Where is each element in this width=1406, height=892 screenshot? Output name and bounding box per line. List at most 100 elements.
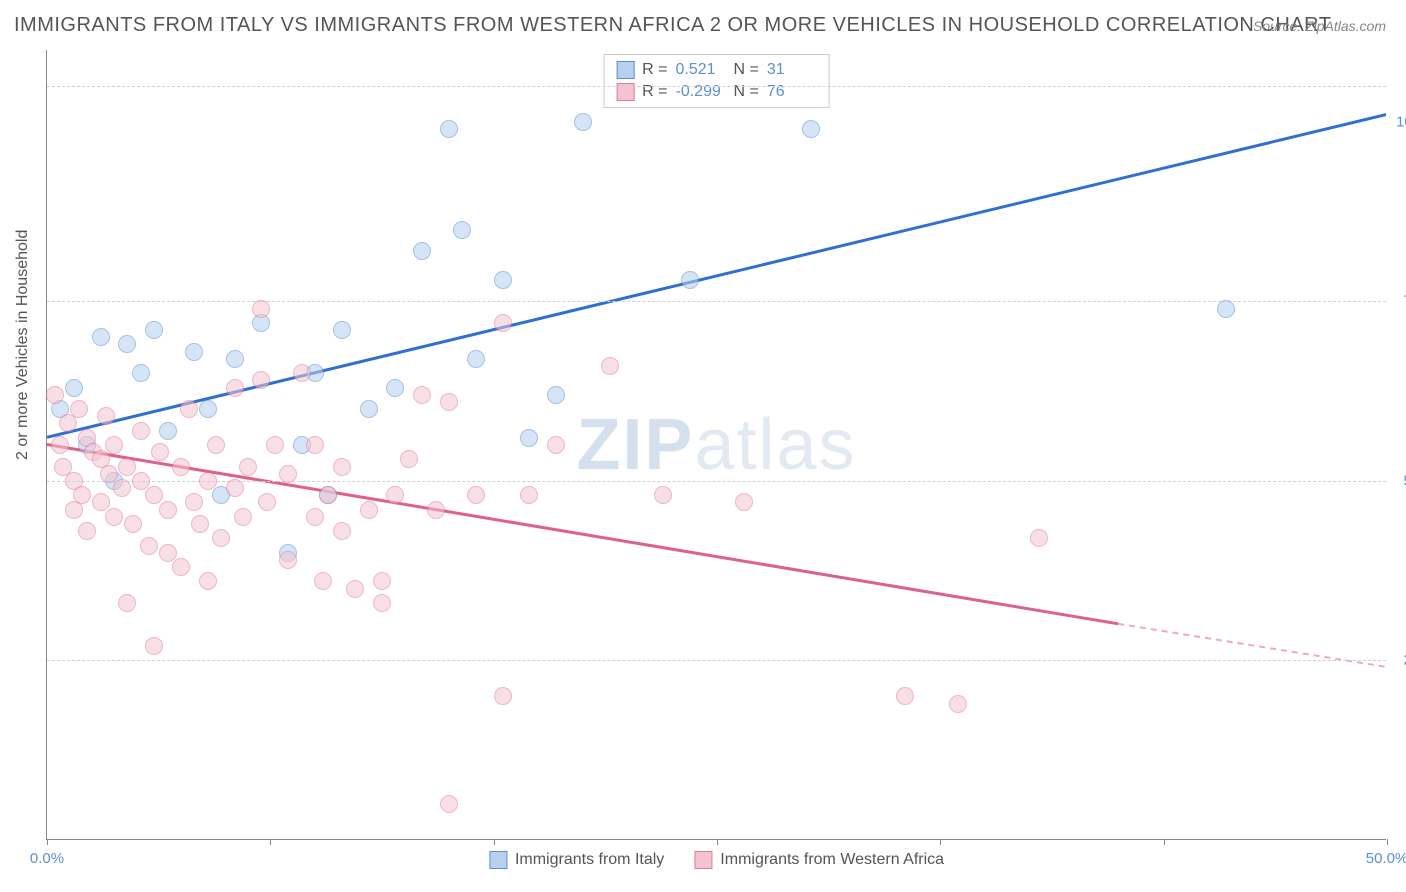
data-point — [234, 508, 252, 526]
x-tick-label: 0.0% — [30, 850, 64, 867]
data-point — [207, 436, 225, 454]
data-point — [191, 515, 209, 533]
watermark: ZIPatlas — [576, 404, 856, 486]
stats-legend-box: R =0.521N =31R =-0.299N =76 — [603, 54, 830, 108]
data-point — [124, 515, 142, 533]
source-label: Source: ZipAtlas.com — [1253, 18, 1386, 34]
data-point — [467, 486, 485, 504]
x-tick — [940, 839, 941, 845]
data-point — [735, 493, 753, 511]
data-point — [92, 493, 110, 511]
data-point — [180, 400, 198, 418]
data-point — [279, 465, 297, 483]
data-point — [172, 558, 190, 576]
data-point — [145, 486, 163, 504]
gridline — [47, 86, 1386, 87]
data-point — [132, 422, 150, 440]
data-point — [140, 537, 158, 555]
data-point — [100, 465, 118, 483]
data-point — [118, 594, 136, 612]
data-point — [252, 300, 270, 318]
n-label: N = — [734, 61, 759, 79]
data-point — [319, 486, 337, 504]
data-point — [494, 687, 512, 705]
legend-swatch — [489, 851, 507, 869]
legend-swatch — [694, 851, 712, 869]
stats-row: R =-0.299N =76 — [616, 81, 817, 103]
y-tick-label: 25.0% — [1396, 652, 1406, 669]
data-point — [151, 443, 169, 461]
data-point — [306, 508, 324, 526]
data-point — [574, 113, 592, 131]
data-point — [373, 594, 391, 612]
data-point — [494, 314, 512, 332]
data-point — [226, 379, 244, 397]
data-point — [159, 422, 177, 440]
x-tick — [1164, 839, 1165, 845]
data-point — [185, 343, 203, 361]
data-point — [896, 687, 914, 705]
x-tick — [1387, 839, 1388, 845]
data-point — [132, 364, 150, 382]
data-point — [279, 551, 297, 569]
data-point — [386, 486, 404, 504]
data-point — [266, 436, 284, 454]
x-tick — [47, 839, 48, 845]
data-point — [520, 486, 538, 504]
data-point — [494, 271, 512, 289]
chart-title: IMMIGRANTS FROM ITALY VS IMMIGRANTS FROM… — [14, 14, 1331, 37]
data-point — [520, 429, 538, 447]
data-point — [386, 379, 404, 397]
data-point — [413, 242, 431, 260]
data-point — [185, 493, 203, 511]
data-point — [333, 458, 351, 476]
data-point — [333, 522, 351, 540]
x-tick — [494, 839, 495, 845]
data-point — [199, 472, 217, 490]
data-point — [252, 371, 270, 389]
gridline — [47, 660, 1386, 661]
data-point — [145, 321, 163, 339]
data-point — [467, 350, 485, 368]
stats-row: R =0.521N =31 — [616, 59, 817, 81]
data-point — [46, 386, 64, 404]
data-point — [159, 544, 177, 562]
r-label: R = — [642, 61, 667, 79]
data-point — [400, 450, 418, 468]
data-point — [293, 364, 311, 382]
data-point — [949, 695, 967, 713]
data-point — [113, 479, 131, 497]
plot-area: ZIPatlas R =0.521N =31R =-0.299N =76 Imm… — [46, 50, 1386, 840]
data-point — [601, 357, 619, 375]
y-tick-label: 75.0% — [1396, 293, 1406, 310]
gridline — [47, 481, 1386, 482]
data-point — [440, 120, 458, 138]
data-point — [314, 572, 332, 590]
data-point — [547, 436, 565, 454]
data-point — [453, 221, 471, 239]
data-point — [413, 386, 431, 404]
y-tick-label: 100.0% — [1396, 113, 1406, 130]
data-point — [440, 393, 458, 411]
data-point — [132, 472, 150, 490]
data-point — [118, 458, 136, 476]
legend-label: Immigrants from Western Africa — [720, 851, 944, 869]
data-point — [681, 271, 699, 289]
data-point — [145, 637, 163, 655]
data-point — [51, 436, 69, 454]
y-tick-label: 50.0% — [1396, 472, 1406, 489]
data-point — [212, 529, 230, 547]
data-point — [440, 795, 458, 813]
data-point — [360, 400, 378, 418]
data-point — [118, 335, 136, 353]
data-point — [333, 321, 351, 339]
n-value: 31 — [767, 61, 817, 79]
data-point — [360, 501, 378, 519]
x-tick — [270, 839, 271, 845]
bottom-legend: Immigrants from ItalyImmigrants from Wes… — [489, 851, 944, 869]
data-point — [172, 458, 190, 476]
data-point — [802, 120, 820, 138]
data-point — [373, 572, 391, 590]
legend-swatch — [616, 61, 634, 79]
data-point — [346, 580, 364, 598]
